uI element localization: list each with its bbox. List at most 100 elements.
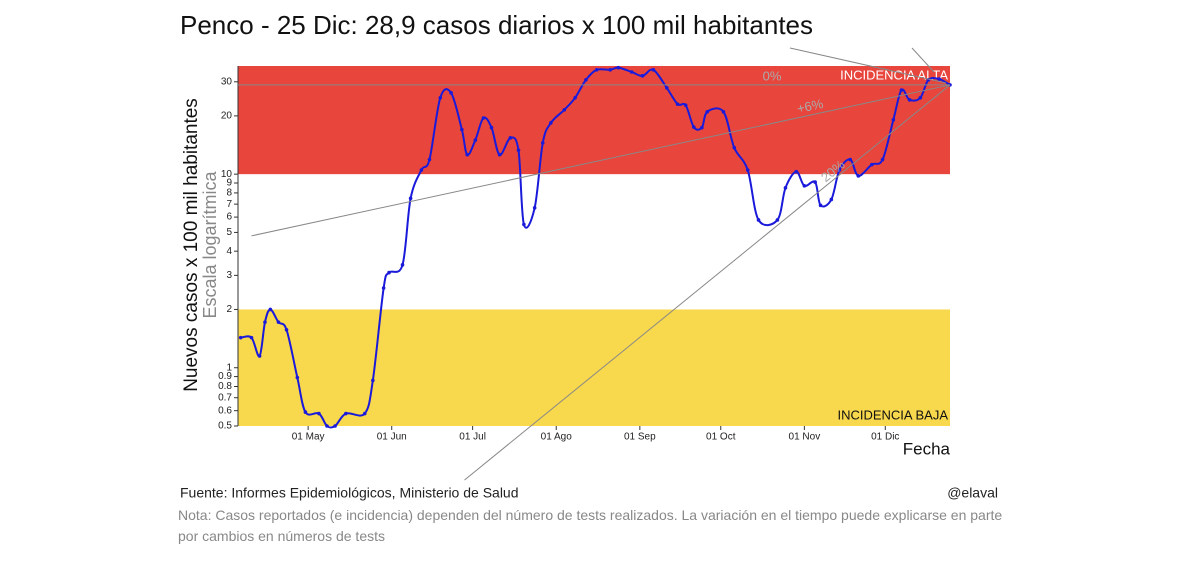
data-point — [263, 320, 267, 324]
data-point — [249, 335, 254, 340]
bands: INCIDENCIA ALTA INCIDENCIA BAJA — [238, 66, 950, 426]
data-point — [937, 77, 942, 81]
data-point — [891, 117, 896, 122]
data-point — [584, 78, 588, 82]
data-point — [408, 196, 413, 201]
y-tick-label: 0.5 — [218, 421, 232, 432]
note: Nota: Casos reportados (e incidencia) de… — [178, 507, 1003, 544]
data-point — [460, 127, 464, 132]
y-tick-label: 0.8 — [218, 381, 232, 392]
data-point — [371, 378, 375, 383]
y-tick-label: 3 — [226, 270, 232, 281]
data-point — [918, 95, 923, 100]
y-tick-label: 0.7 — [218, 392, 232, 403]
data-point — [400, 263, 405, 267]
author: @elaval — [947, 485, 998, 501]
data-point — [818, 203, 823, 208]
data-point — [427, 157, 432, 162]
y-tick-label: 4 — [226, 246, 232, 257]
y-tick-label: 30 — [221, 76, 233, 87]
callout-line — [789, 47, 947, 84]
data-point — [497, 152, 502, 157]
y-tick-label: 1 — [226, 362, 232, 373]
data-point — [732, 145, 737, 150]
x-tick-label: 01 Sep — [624, 432, 656, 443]
data-point — [522, 222, 526, 227]
data-point — [675, 102, 680, 106]
x-tick-label: 01 Jul — [459, 432, 486, 443]
source: Fuente: Informes Epidemiológicos, Minist… — [180, 485, 519, 501]
data-point — [465, 152, 470, 157]
y-tick-label: 20 — [221, 111, 233, 122]
y-tick-label: 9 — [226, 178, 232, 189]
data-point — [640, 74, 645, 78]
data-point — [325, 424, 329, 428]
data-point — [573, 95, 577, 100]
data-point — [344, 411, 348, 416]
data-point — [238, 335, 243, 340]
y-tick-label: 2 — [226, 304, 232, 315]
data-point — [387, 270, 391, 275]
data-point — [783, 186, 788, 190]
data-point — [481, 116, 486, 120]
x-axis-label: Fecha — [903, 439, 951, 458]
data-point — [802, 184, 807, 188]
data-point — [473, 138, 478, 142]
data-point — [848, 157, 853, 162]
y-axis-label: Nuevos casos x 100 mil habitantes — [181, 98, 202, 392]
chart-title: Penco - 25 Dic: 28,9 casos diarios x 100… — [180, 10, 813, 40]
note-box: Nota: Casos reportados (e incidencia) de… — [178, 507, 1003, 544]
data-point — [438, 95, 443, 100]
y-tick-label: 0.6 — [218, 405, 232, 416]
data-point — [899, 88, 904, 92]
data-point — [608, 68, 612, 72]
data-point — [880, 157, 885, 162]
data-point — [489, 125, 494, 130]
x-tick-label: 01 Jun — [377, 432, 407, 443]
x-tick-label: 01 May — [292, 432, 325, 443]
data-point — [837, 168, 842, 172]
x-tick-label: 01 Dic — [871, 432, 899, 443]
data-point — [268, 307, 273, 312]
y-tick-label: 0.9 — [218, 371, 232, 382]
data-point — [813, 180, 817, 184]
data-point — [683, 103, 688, 108]
band — [238, 309, 950, 426]
data-point — [856, 174, 861, 178]
band — [238, 66, 950, 175]
data-point — [295, 375, 300, 380]
x-tick-label: 01 Oct — [706, 432, 736, 443]
data-point — [869, 162, 874, 167]
band-label: INCIDENCIA BAJA — [837, 407, 948, 422]
data-point — [562, 108, 567, 112]
data-point — [775, 218, 780, 222]
data-point — [419, 168, 424, 172]
data-point — [508, 136, 513, 140]
data-point — [629, 70, 634, 74]
y-tick-label: 7 — [226, 199, 232, 210]
trend-line — [464, 84, 951, 481]
x-tick-label: 01 Ago — [541, 432, 573, 443]
data-point — [745, 168, 750, 172]
data-point — [516, 148, 521, 152]
data-point — [284, 328, 289, 332]
data-point — [532, 206, 537, 210]
plot — [238, 65, 952, 429]
y-tick-label: 10 — [221, 169, 233, 180]
data-point — [381, 286, 386, 290]
data-point — [700, 125, 704, 130]
y-tick-label: 5 — [226, 227, 232, 238]
data-point — [794, 169, 799, 174]
data-point — [549, 121, 553, 125]
y-tick-label: 6 — [226, 212, 232, 223]
data-point — [651, 68, 656, 72]
data-point — [449, 91, 453, 95]
band-label: INCIDENCIA ALTA — [840, 67, 948, 82]
x-tick-label: 01 Nov — [789, 432, 821, 443]
data-point — [362, 411, 367, 416]
data-point — [317, 411, 321, 416]
data-point — [665, 86, 669, 90]
data-point — [303, 410, 308, 414]
data-point — [257, 354, 262, 358]
y-tick-label: 8 — [226, 188, 232, 199]
